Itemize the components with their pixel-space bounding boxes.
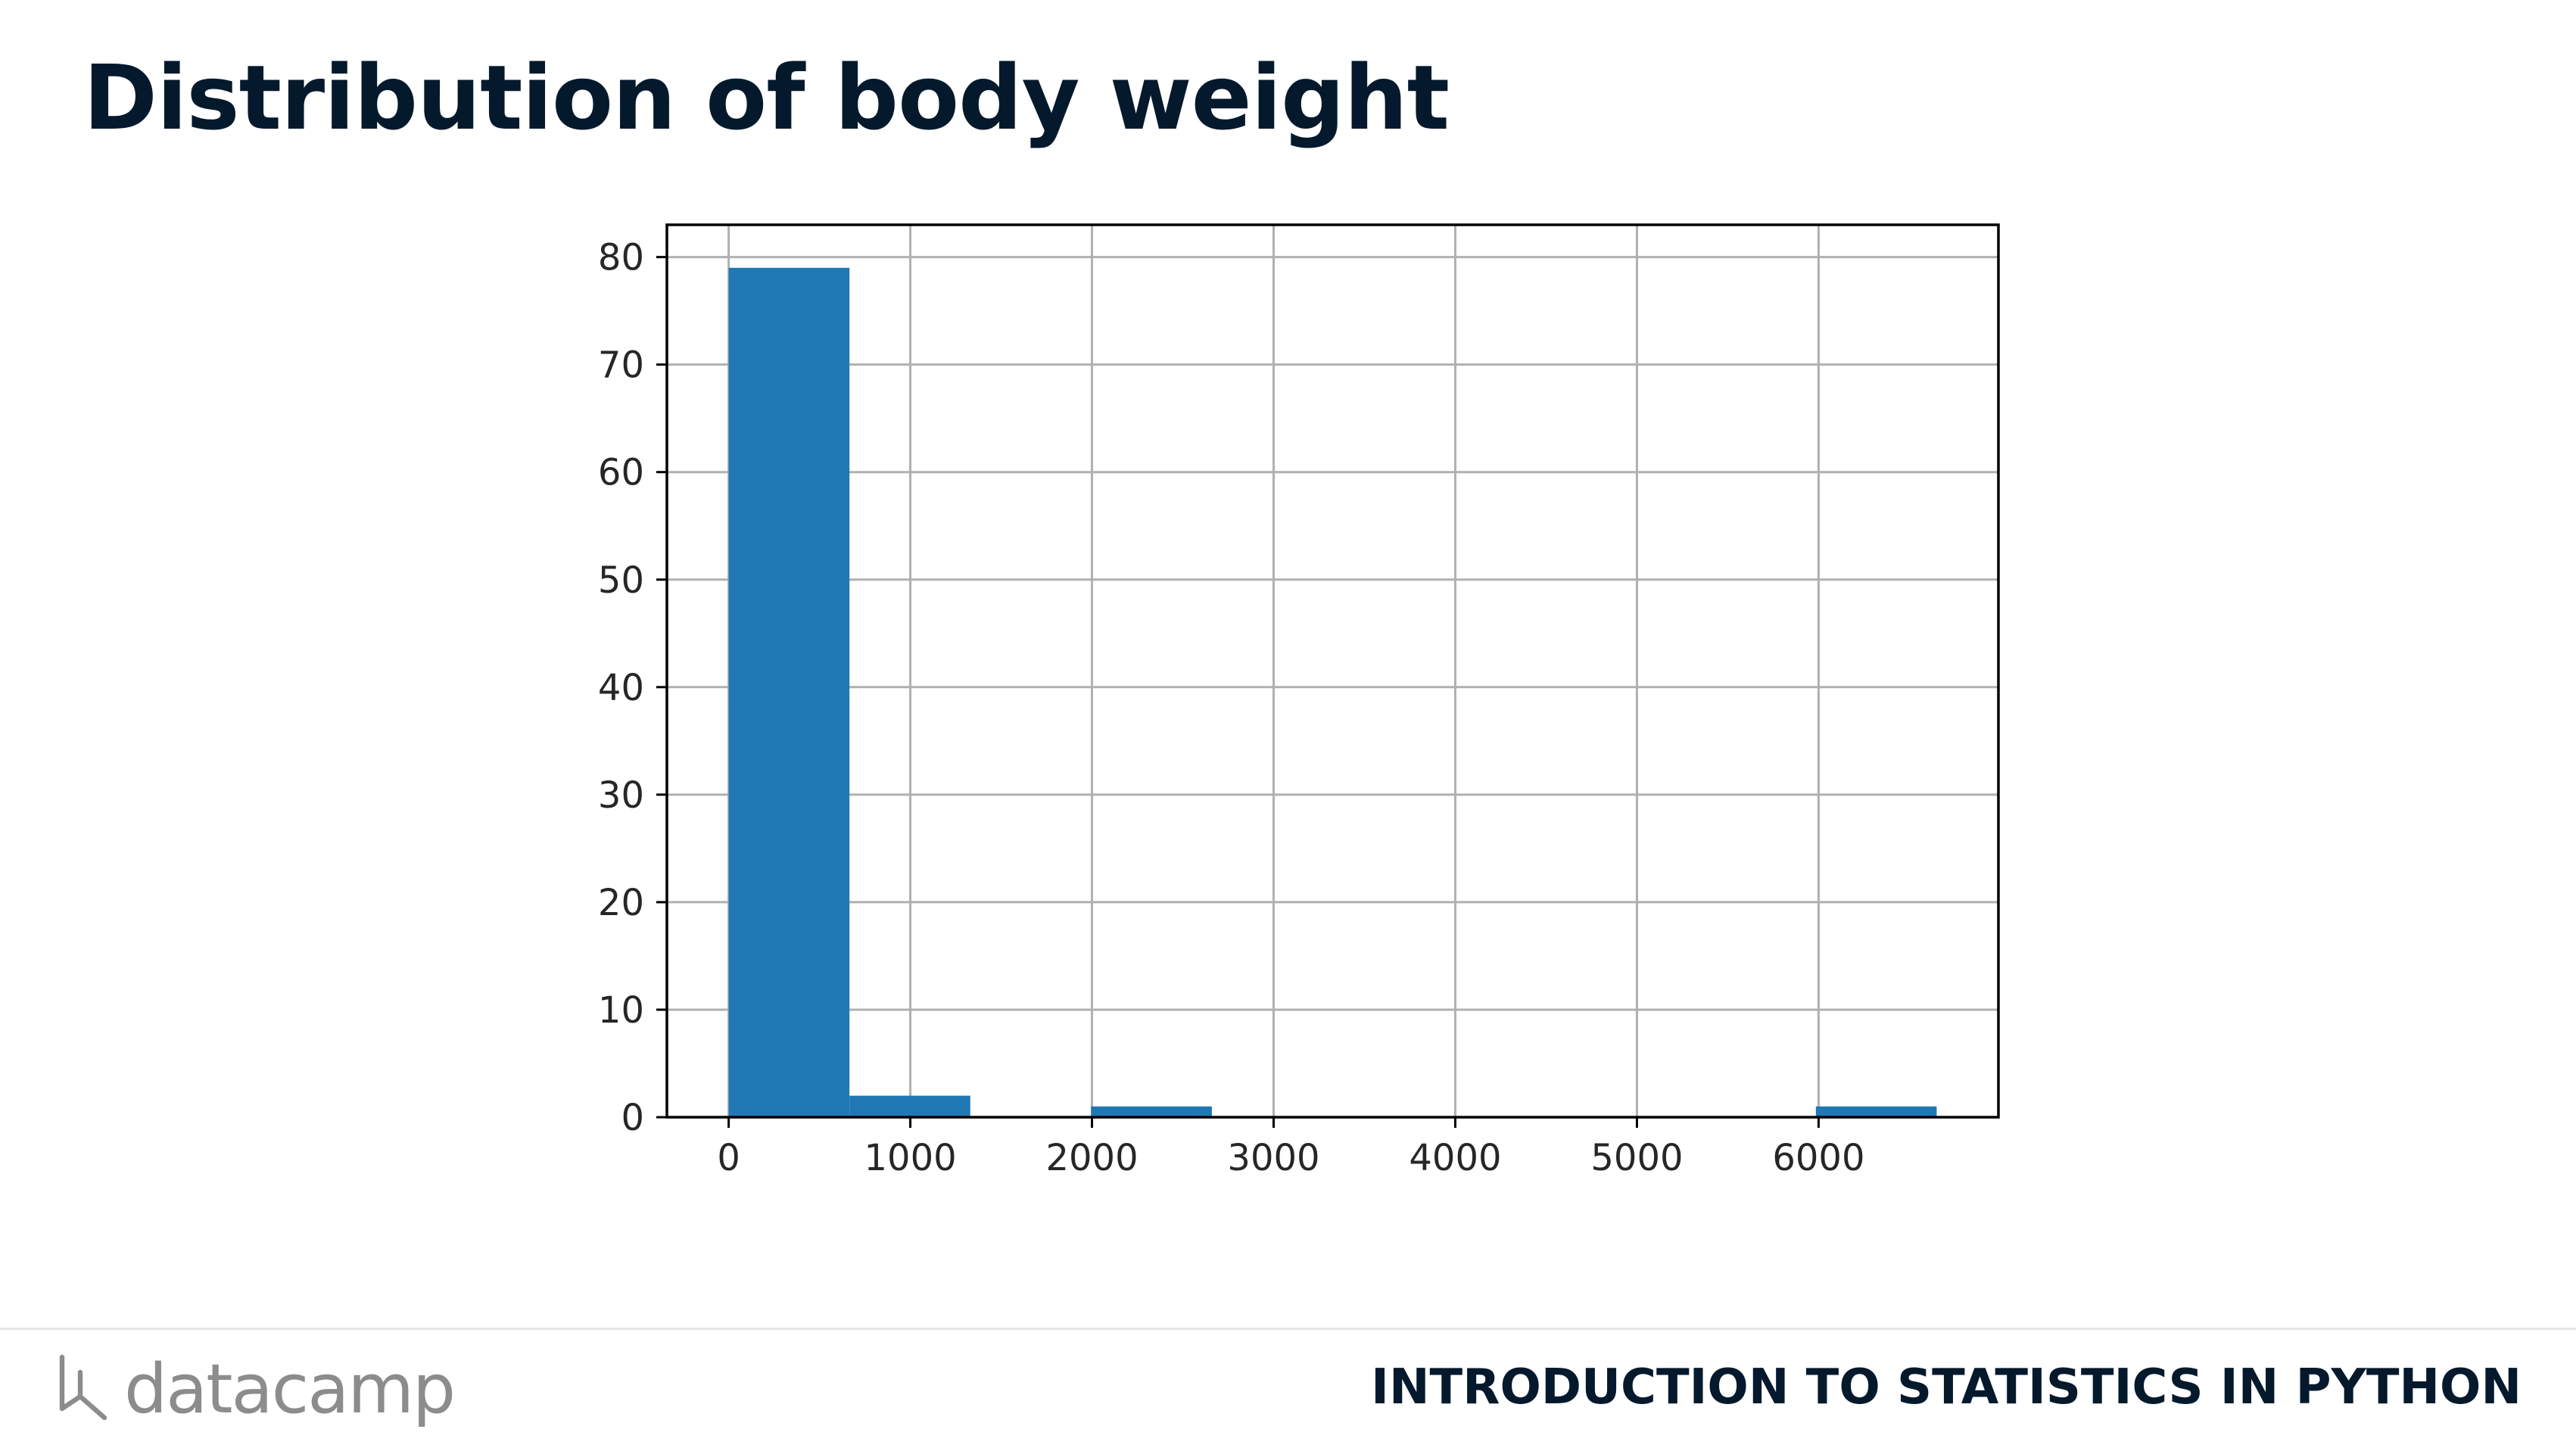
footer-divider <box>0 1328 2576 1330</box>
x-tick-label: 4000 <box>1409 1137 1501 1179</box>
y-tick-label: 60 <box>598 452 644 494</box>
datacamp-logo: datacamp <box>53 1347 456 1431</box>
y-tick-label: 40 <box>598 667 644 709</box>
y-tick-label: 50 <box>598 559 644 602</box>
y-tick-label: 20 <box>598 882 644 924</box>
x-tick-label: 1000 <box>864 1137 956 1179</box>
brand-name: datacamp <box>124 1349 456 1429</box>
plot-frame <box>665 223 2000 1119</box>
y-tick-label: 10 <box>598 989 644 1032</box>
y-tick-label: 80 <box>598 237 644 279</box>
slide-title: Distribution of body weight <box>83 45 1450 150</box>
x-tick-label: 3000 <box>1227 1137 1319 1179</box>
datacamp-icon <box>59 1354 107 1421</box>
histogram-bar <box>728 267 850 1117</box>
y-tick-label: 70 <box>598 344 644 387</box>
x-tick-label: 0 <box>717 1137 740 1179</box>
y-tick-label: 0 <box>621 1097 644 1139</box>
course-name: INTRODUCTION TO STATISTICS IN PYTHON <box>1371 1359 2521 1415</box>
x-tick-label: 2000 <box>1045 1137 1138 1179</box>
histogram-bar <box>849 1095 970 1117</box>
y-tick-label: 30 <box>598 774 644 817</box>
x-tick-label: 5000 <box>1590 1137 1683 1179</box>
x-tick-label: 6000 <box>1772 1137 1864 1179</box>
histogram-bar <box>1815 1106 1937 1117</box>
histogram-bar <box>1091 1106 1212 1117</box>
